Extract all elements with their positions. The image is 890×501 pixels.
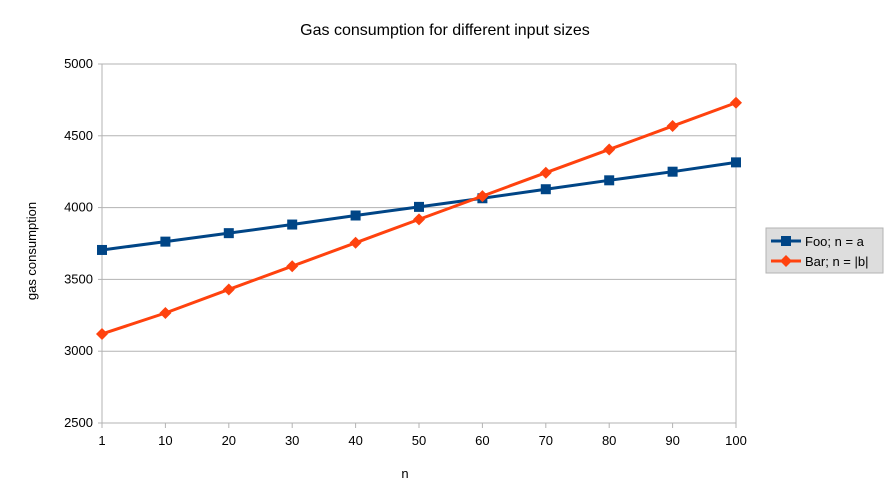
x-tick-labels: 1 10 20 30 40 50 60 70 80 90 100 — [98, 433, 746, 448]
legend-label-1: Bar; n = |b| — [805, 254, 868, 269]
x-tick-label-8: 80 — [602, 433, 616, 448]
series-1-point-4 — [349, 236, 362, 249]
y-tick-label-2: 3500 — [64, 271, 93, 286]
series-1-point-2 — [222, 283, 235, 296]
y-tick-label-5: 5000 — [64, 56, 93, 71]
y-tick-label-3: 4000 — [64, 200, 93, 215]
x-axis-label: n — [401, 466, 408, 481]
series-0-point-9 — [667, 166, 678, 177]
x-tick-label-3: 30 — [285, 433, 299, 448]
legend-items: Foo; n = a Bar; n = |b| — [771, 234, 868, 269]
x-tick-label-5: 50 — [412, 433, 426, 448]
series-0-point-8 — [604, 175, 615, 186]
y-tick-label-0: 2500 — [64, 415, 93, 430]
series-1-point-10 — [730, 96, 742, 109]
series-0-point-4 — [350, 210, 361, 221]
series-1-point-5 — [413, 213, 425, 226]
y-tick-labels: 2500 3000 3500 4000 4500 5000 — [64, 56, 93, 430]
series-1-point-3 — [286, 260, 299, 273]
legend-marker-0 — [781, 236, 791, 246]
x-tick-label-10: 100 — [725, 433, 747, 448]
x-tick-label-0: 1 — [98, 433, 105, 448]
x-tick-label-1: 10 — [158, 433, 172, 448]
series-0-point-2 — [223, 228, 234, 239]
series-1-point-1 — [159, 307, 172, 320]
x-tick-label-4: 40 — [348, 433, 362, 448]
legend-label-0: Foo; n = a — [805, 234, 865, 249]
series-0-point-3 — [287, 219, 298, 230]
series-1 — [96, 96, 742, 340]
series-1-point-7 — [539, 166, 552, 179]
chart-title: Gas consumption for different input size… — [300, 22, 590, 39]
x-tick-label-9: 90 — [665, 433, 679, 448]
series-1-point-6 — [476, 190, 489, 203]
legend-marker-1 — [780, 255, 792, 267]
series-0-point-5 — [414, 201, 424, 212]
y-tick-label-4: 4500 — [64, 128, 93, 143]
series-0-point-0 — [97, 244, 107, 255]
axes — [98, 63, 737, 428]
y-tick-label-1: 3000 — [64, 343, 93, 358]
series-1-point-0 — [96, 327, 108, 340]
series-1-point-8 — [603, 143, 616, 156]
series — [96, 96, 742, 340]
y-axis-label: gas consumption — [24, 202, 39, 300]
x-tick-label-7: 70 — [539, 433, 553, 448]
series-0-point-10 — [731, 157, 741, 168]
series-0-point-1 — [160, 236, 171, 247]
series-0-point-7 — [540, 184, 551, 195]
x-tick-label-2: 20 — [222, 433, 236, 448]
legend: Foo; n = a Bar; n = |b| — [765, 227, 884, 274]
series-1-point-9 — [666, 120, 679, 133]
x-tick-label-6: 60 — [475, 433, 489, 448]
